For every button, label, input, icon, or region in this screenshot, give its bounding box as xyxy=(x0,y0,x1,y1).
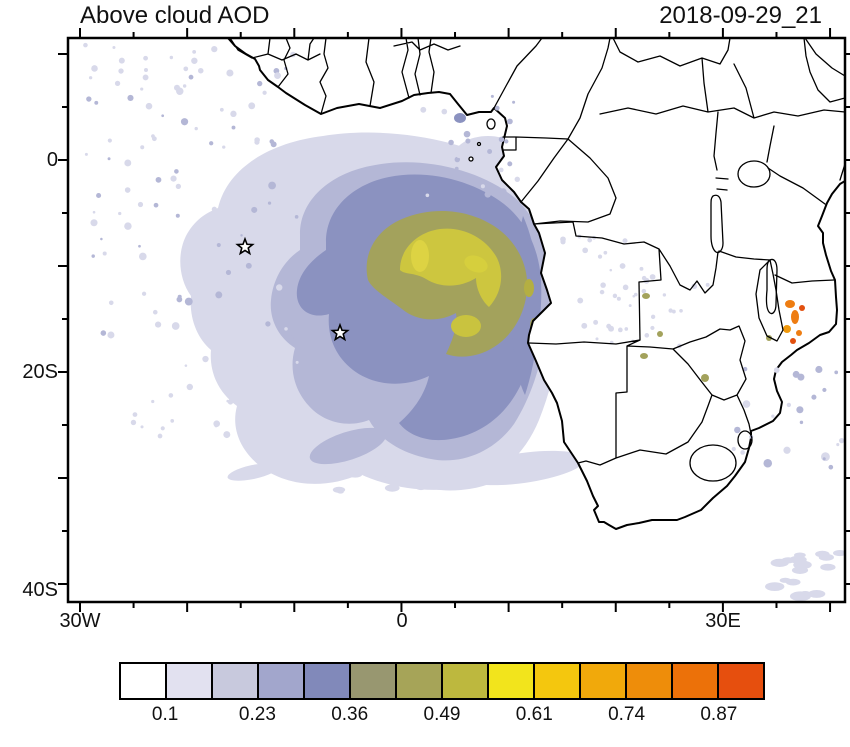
colorbar-box xyxy=(211,664,257,698)
map-content xyxy=(83,38,845,601)
colorbar-tick-label: 0.23 xyxy=(238,704,276,725)
y-axis-label-40s: 40S xyxy=(22,579,58,601)
colorbar-box xyxy=(257,664,303,698)
aod-land-dots xyxy=(640,293,772,382)
colorbar-box xyxy=(165,664,211,698)
country-borders xyxy=(229,38,845,466)
colorbar-tick-label: 0.87 xyxy=(700,704,738,725)
colorbar-box xyxy=(717,664,763,698)
colorbar-labels: 0.1 0.23 0.36 0.49 0.61 0.74 0.87 xyxy=(119,704,765,728)
lakes xyxy=(468,118,778,315)
colorbar-box xyxy=(395,664,441,698)
border-swaziland xyxy=(737,430,753,450)
x-axis-label-30e: 30E xyxy=(705,610,741,632)
star-marker xyxy=(235,236,255,256)
colorbar-box xyxy=(487,664,533,698)
colorbar-tick-label: 0.61 xyxy=(515,704,553,725)
colorbar-box xyxy=(121,664,165,698)
y-axis-label-0: 0 xyxy=(46,149,58,171)
colorbar-tick-label: 0.49 xyxy=(423,704,461,725)
map-frame xyxy=(66,36,847,604)
plot-title: Above cloud AOD xyxy=(80,2,270,29)
colorbar-box xyxy=(625,664,671,698)
colorbar-tick-label: 0.36 xyxy=(331,704,369,725)
x-axis-label-0: 0 xyxy=(396,610,408,632)
x-axis-label-30w: 30W xyxy=(59,610,101,632)
colorbar-box xyxy=(579,664,625,698)
timestamp: 2018-09-29_21 xyxy=(659,2,822,29)
colorbar-box xyxy=(671,664,717,698)
aod-speckles xyxy=(83,42,845,601)
colorbar-tick-label: 0.74 xyxy=(608,704,646,725)
colorbar-box xyxy=(349,664,395,698)
colorbar-box xyxy=(441,664,487,698)
aod-orange-spots xyxy=(783,300,805,344)
y-axis-label-20s: 20S xyxy=(22,361,58,383)
aod-plume xyxy=(180,41,585,491)
colorbar-boxes xyxy=(119,662,765,700)
colorbar-box xyxy=(533,664,579,698)
border-lesotho xyxy=(689,444,737,482)
star-marker xyxy=(330,322,350,342)
colorbar-tick-label: 0.1 xyxy=(151,704,179,725)
colorbar-box xyxy=(303,664,349,698)
